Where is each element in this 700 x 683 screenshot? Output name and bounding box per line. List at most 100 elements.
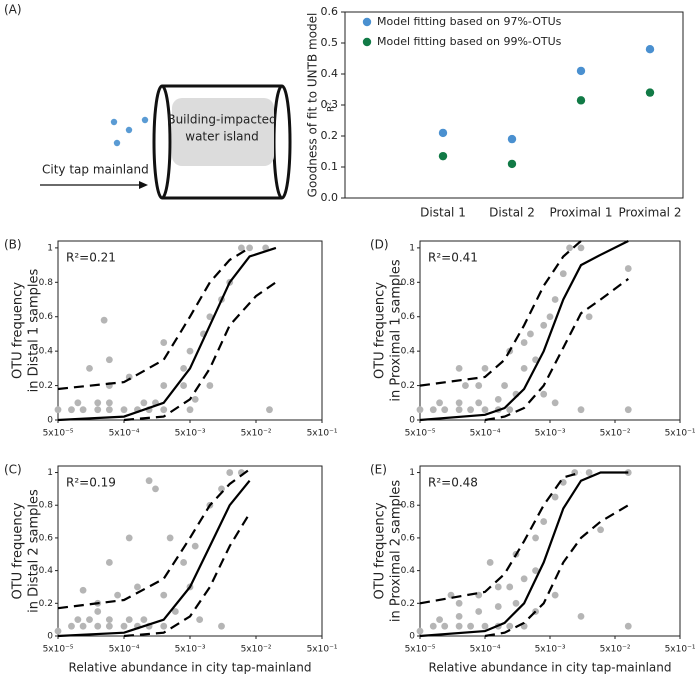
point xyxy=(86,616,93,624)
point xyxy=(237,244,245,252)
x-tick-label: 5x10⁻¹ xyxy=(307,645,338,655)
y-tick-label: 0.2 xyxy=(39,381,53,391)
point xyxy=(114,591,122,599)
x-tick-label: Distal 2 xyxy=(489,206,535,220)
otu-dot xyxy=(113,139,121,147)
point xyxy=(120,406,128,414)
point xyxy=(540,518,548,525)
point xyxy=(577,612,585,620)
point xyxy=(166,534,174,542)
y-axis-title: in Distal 1 samples xyxy=(27,268,42,392)
y-tick-label: 0.4 xyxy=(39,566,54,576)
point xyxy=(125,534,133,542)
point xyxy=(74,399,82,407)
otu-dot xyxy=(141,116,149,124)
point xyxy=(94,622,102,630)
point xyxy=(125,373,133,381)
x-tick-label: 5x10⁻⁴ xyxy=(109,429,140,439)
point xyxy=(455,612,463,620)
x-tick-label: 5x10⁻³ xyxy=(535,645,566,655)
y-tick-label: 0.2 xyxy=(321,129,339,142)
point xyxy=(494,583,502,591)
point xyxy=(551,591,559,599)
dot xyxy=(645,88,655,97)
panel-label: (A) xyxy=(4,3,22,17)
x-tick-label: 5x10⁻² xyxy=(241,645,272,655)
y-axis-title: OTU frequency xyxy=(373,282,388,379)
point xyxy=(134,583,141,591)
y-tick-label: 0.4 xyxy=(39,347,54,357)
point xyxy=(455,406,463,414)
model-line xyxy=(57,246,277,422)
point xyxy=(546,313,554,321)
point xyxy=(266,406,273,414)
model-line xyxy=(57,480,251,638)
panel-label: (B) xyxy=(4,238,22,252)
annotation: R²=0.41 xyxy=(428,251,478,265)
point xyxy=(180,559,188,566)
x-tick-label: 5x10⁻¹ xyxy=(665,645,696,655)
point xyxy=(105,559,113,566)
annotation: R²=0.48 xyxy=(428,476,478,490)
point xyxy=(551,399,559,407)
y-axis-title: Goodness of fit to UNTB model xyxy=(306,13,320,198)
point xyxy=(506,406,514,414)
cylinder-body xyxy=(162,84,282,200)
plot-frame xyxy=(419,465,681,637)
point xyxy=(455,599,463,607)
point xyxy=(481,622,489,630)
point xyxy=(54,406,62,414)
point xyxy=(540,321,548,329)
point xyxy=(467,406,474,414)
annotation: R²=0.21 xyxy=(66,251,116,265)
point xyxy=(54,627,62,635)
point xyxy=(79,622,87,630)
y-tick-label: 0.3 xyxy=(321,98,339,111)
point xyxy=(624,622,632,630)
point xyxy=(455,364,463,372)
dot xyxy=(576,96,586,105)
bound-line xyxy=(419,471,582,605)
point xyxy=(416,627,424,635)
plot-frame xyxy=(57,240,323,421)
legend-label: Model fitting based on 97%-OTUs xyxy=(377,15,562,28)
cylinder-end xyxy=(152,84,172,200)
y-tick-label: 0.2 xyxy=(39,599,53,609)
bound-line xyxy=(57,468,251,610)
point xyxy=(226,469,234,476)
point xyxy=(160,622,168,630)
y-tick-label: 0.6 xyxy=(401,533,416,543)
point xyxy=(180,382,188,389)
point xyxy=(494,395,502,403)
y-tick-label: 0.4 xyxy=(321,67,339,80)
point xyxy=(475,399,483,407)
y-axis-title: OTU frequency xyxy=(11,282,26,379)
point xyxy=(436,399,443,407)
point xyxy=(105,399,113,407)
point xyxy=(506,583,514,591)
y-tick-label: 1 xyxy=(409,243,415,253)
point xyxy=(559,270,567,278)
point xyxy=(577,406,585,414)
point xyxy=(481,364,489,372)
y-axis-title: OTU frequency xyxy=(11,502,26,599)
x-tick-label: 5x10⁻¹ xyxy=(665,429,696,439)
point xyxy=(140,399,148,407)
point xyxy=(481,406,489,414)
cylinder-end xyxy=(272,84,292,200)
point xyxy=(186,406,194,414)
dot xyxy=(438,128,448,138)
dot xyxy=(507,134,517,144)
y-tick-label: 0.6 xyxy=(321,5,339,18)
point xyxy=(145,477,153,485)
y-axis-unit: R² xyxy=(327,102,337,112)
point xyxy=(152,485,159,493)
y-tick-label: 0.2 xyxy=(401,381,415,391)
point xyxy=(455,622,463,630)
point xyxy=(186,347,194,355)
point xyxy=(74,616,82,624)
point xyxy=(494,603,502,610)
point xyxy=(160,591,168,599)
bound-line xyxy=(123,281,277,422)
